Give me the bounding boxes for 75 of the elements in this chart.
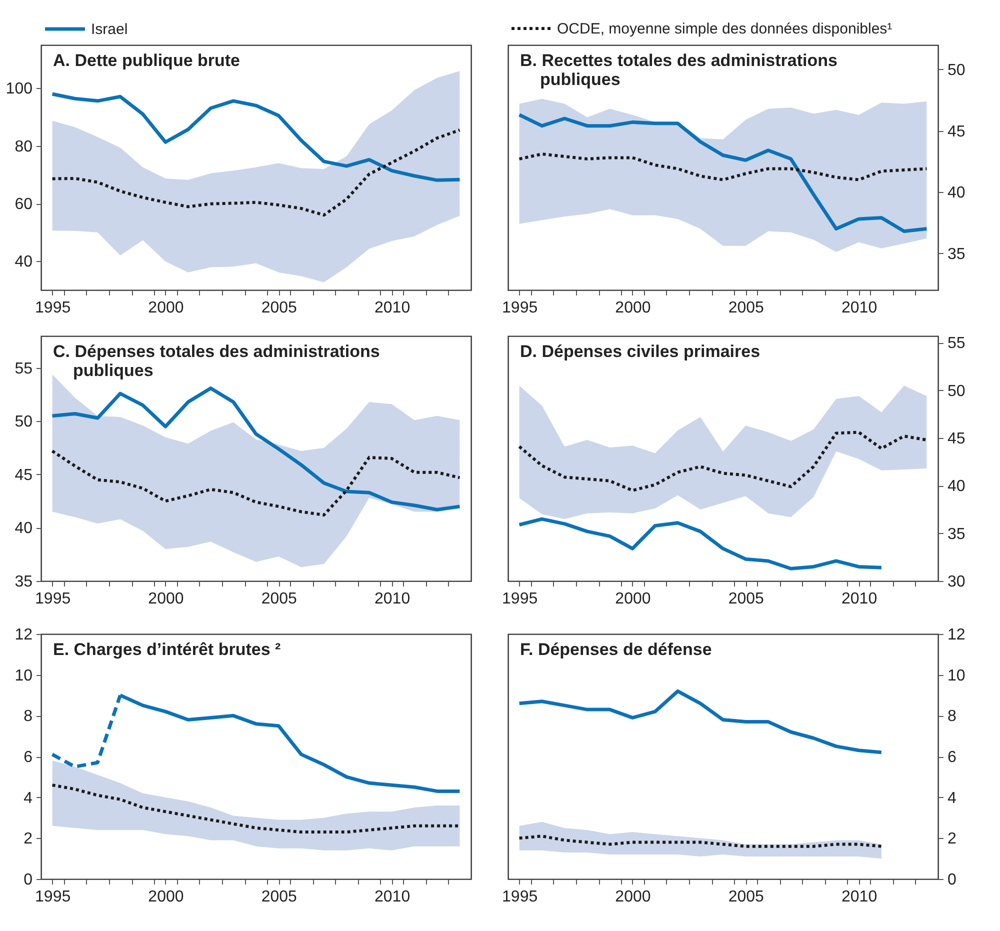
y2-tick-label: 50	[948, 382, 966, 400]
y2-tick-label: 12	[948, 626, 966, 644]
y-tick-label: 2	[24, 830, 33, 848]
y2-tick-label: 4	[948, 790, 956, 807]
y-tick-label: 4	[24, 790, 33, 807]
y2-tick-label: 10	[948, 667, 966, 684]
y-tick-label: 10	[14, 667, 33, 684]
x-tick-label: 2000	[148, 300, 184, 316]
y-tick-label: 40	[14, 254, 33, 271]
line-series	[518, 113, 928, 233]
x-tick-label: 1995	[35, 590, 71, 608]
line-series	[518, 517, 884, 570]
x-tick-label: 2010	[374, 300, 410, 316]
line-series	[50, 386, 462, 512]
chart-title: A. Dette publique brute	[53, 51, 240, 70]
y2-tick-label: 45	[948, 430, 966, 448]
y2-tick-label: 8	[948, 708, 956, 726]
text: C. Dépenses totales des administrations publiques	[53, 342, 380, 380]
text: B. Recettes totales des administrations publiques	[520, 51, 838, 89]
line-series	[50, 128, 462, 217]
line-series	[50, 450, 462, 516]
legend-label: Israel	[91, 21, 128, 38]
chart-title: D. Dépenses civiles primaires	[520, 342, 760, 361]
y-tick-label: 60	[14, 196, 33, 214]
legend-label: OCDE, moyenne simple des données disponibles¹	[557, 20, 892, 38]
x-tick-label: 1995	[35, 300, 71, 316]
x-tick-label: 2010	[374, 590, 410, 608]
y2-tick-label: 2	[948, 830, 956, 848]
x-tick-label: 2005	[261, 300, 298, 316]
x-tick-label: 2005	[261, 590, 298, 608]
x-tick-label: 2005	[728, 300, 764, 316]
x-tick-label: 2000	[615, 590, 651, 608]
y-tick-label: 35	[14, 574, 33, 590]
y-tick-label: 6	[24, 749, 33, 766]
y-tick-label: 12	[14, 626, 33, 644]
y2-tick-label: 0	[948, 872, 956, 888]
x-tick-label: 1995	[502, 590, 538, 608]
x-tick-label: 2010	[841, 590, 878, 608]
y-tick-label: 8	[24, 708, 33, 726]
x-tick-label: 2005	[728, 590, 764, 608]
y2-tick-label: 40	[948, 184, 966, 202]
y2-tick-label: 35	[948, 246, 966, 263]
x-tick-label: 2010	[841, 300, 878, 316]
line-series	[518, 430, 928, 492]
x-tick-label: 2000	[148, 590, 184, 608]
x-tick-label: 2010	[841, 888, 878, 906]
y2-tick-label: 55	[948, 335, 966, 352]
x-tick-label: 2005	[728, 888, 764, 906]
y2-tick-label: 6	[948, 749, 956, 766]
x-tick-label: 2005	[261, 888, 298, 906]
line-series	[518, 834, 883, 848]
y-tick-label: 40	[14, 520, 33, 538]
y-tick-label: 45	[14, 466, 33, 484]
y-tick-label: 80	[14, 138, 33, 156]
line-series	[50, 92, 462, 182]
x-tick-label: 1995	[502, 300, 538, 316]
y-tick-label: 100	[6, 80, 33, 98]
x-tick-label: 2000	[148, 888, 184, 906]
y2-tick-label: 35	[948, 526, 966, 543]
x-tick-label: 1995	[502, 888, 538, 906]
line-series	[518, 152, 928, 182]
y-tick-label: 50	[14, 414, 33, 431]
x-tick-label: 2000	[615, 300, 651, 316]
x-tick-label: 1995	[35, 888, 71, 906]
line-series	[518, 689, 884, 754]
y-tick-label: 0	[24, 872, 33, 888]
y2-tick-label: 50	[948, 62, 966, 79]
y2-tick-label: 30	[948, 574, 966, 590]
chart-title: E. Charges d’intérêt brutes ²	[53, 640, 281, 659]
x-tick-label: 2010	[374, 888, 410, 906]
y2-tick-label: 40	[948, 478, 966, 496]
y-tick-label: 55	[14, 360, 33, 378]
chart-title: F. Dépenses de défense	[520, 640, 712, 659]
y2-tick-label: 45	[948, 123, 966, 140]
x-tick-label: 2000	[615, 888, 651, 906]
